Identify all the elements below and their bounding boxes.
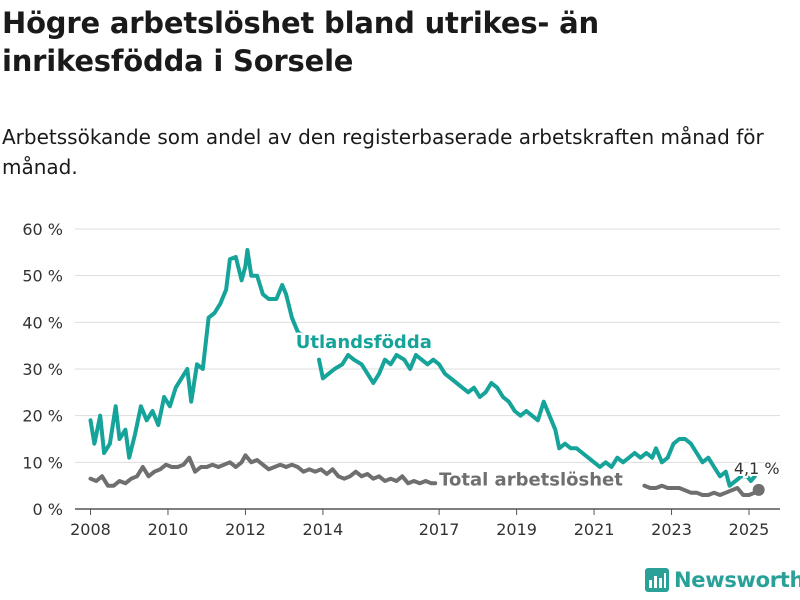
end-annotation: 4,1 % (732, 457, 782, 496)
series-label-utlandsfodda: Utlandsfödda (296, 332, 432, 353)
series-lines (88, 248, 761, 497)
x-axis: 2008 2010 2012 2014 2017 2019 2021 2023 2025 (70, 509, 769, 539)
x-tick-label: 2008 (70, 520, 111, 539)
x-tick-label: 2025 (729, 520, 770, 539)
x-tick-label: 2021 (574, 520, 615, 539)
chart-subtitle: Arbetssökande som andel av den registerb… (2, 125, 764, 179)
end-value-label: 4,1 % (734, 459, 780, 478)
series-line-utlandsfodda (88, 248, 757, 488)
newsworthy-logo: Newsworthy (645, 568, 800, 592)
series-labels: Utlandsfödda Total arbetslöshet (293, 330, 625, 494)
y-axis-labels: 0 % 10 % 20 % 30 % 40 % 50 % 60 % (22, 220, 63, 519)
series-line-total (88, 453, 761, 497)
x-tick-label: 2010 (148, 520, 189, 539)
x-tick-label: 2012 (225, 520, 266, 539)
y-tick-label: 40 % (22, 313, 63, 332)
newsworthy-logo-icon (645, 568, 669, 592)
x-tick-label: 2023 (651, 520, 692, 539)
y-tick-label: 10 % (22, 453, 63, 472)
x-tick-label: 2019 (496, 520, 537, 539)
newsworthy-logo-text: Newsworthy (674, 568, 800, 592)
y-tick-label: 50 % (22, 267, 63, 286)
end-point-marker (752, 483, 765, 496)
y-tick-label: 20 % (22, 407, 63, 426)
y-tick-label: 0 % (33, 500, 63, 519)
y-tick-label: 30 % (22, 360, 63, 379)
x-tick-label: 2017 (419, 520, 460, 539)
chart-title: Högre arbetslöshet bland utrikes- än inr… (2, 6, 599, 78)
x-tick-label: 2014 (303, 520, 344, 539)
y-tick-label: 60 % (22, 220, 63, 239)
series-label-total: Total arbetslöshet (439, 470, 623, 491)
